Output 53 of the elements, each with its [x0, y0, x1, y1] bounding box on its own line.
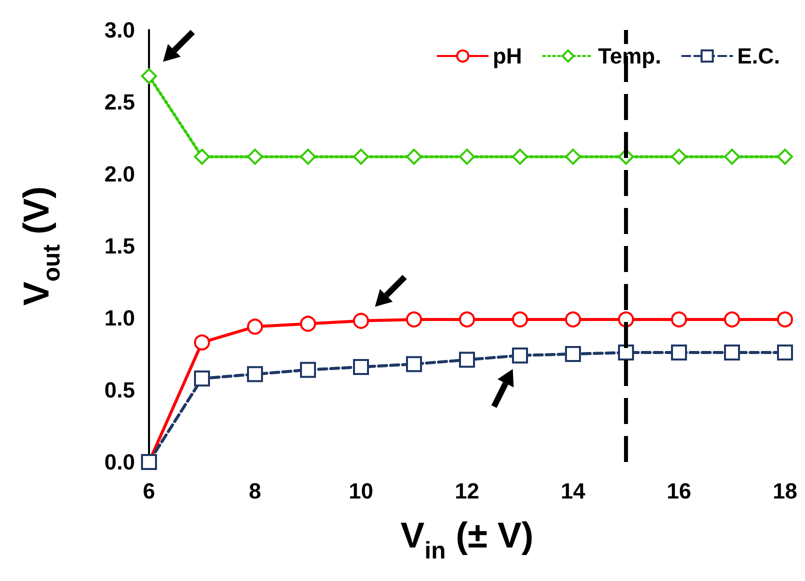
x-tick-label: 18 — [772, 478, 798, 504]
point — [406, 356, 422, 372]
point — [565, 311, 581, 328]
point — [459, 148, 475, 165]
x-tick-label: 12 — [454, 478, 480, 504]
point — [777, 344, 793, 361]
x-tick-label: 8 — [248, 478, 262, 504]
point — [724, 311, 740, 328]
y-axis-title: Vout (V) — [16, 186, 66, 306]
y-tick-label: 0.0 — [104, 450, 135, 474]
x-tick-label: 16 — [666, 478, 692, 504]
point — [618, 344, 634, 361]
y-tick-label: 1.0 — [104, 306, 135, 330]
point — [194, 148, 210, 165]
point — [194, 334, 210, 350]
point — [300, 316, 316, 332]
y-tick-label: 0.5 — [104, 378, 135, 402]
point — [777, 311, 793, 328]
point — [565, 346, 581, 362]
y-tick-label: 3.0 — [104, 18, 135, 42]
point — [353, 148, 369, 165]
y-tick-label: 1.5 — [104, 234, 135, 258]
point — [247, 366, 263, 382]
point — [247, 148, 263, 165]
point — [512, 347, 528, 364]
point — [406, 148, 422, 165]
point — [194, 370, 210, 386]
point — [141, 68, 157, 84]
point — [247, 318, 263, 335]
point — [300, 362, 316, 378]
x-tick-label: 10 — [348, 478, 374, 504]
x-tick-label: 6 — [142, 478, 156, 504]
legend-label: Temp. — [598, 44, 662, 68]
point — [406, 311, 422, 328]
point — [512, 148, 528, 165]
y-tick-label: 2.0 — [104, 162, 135, 186]
legend-label: E.C. — [737, 44, 780, 68]
legend-label: pH — [492, 44, 522, 68]
y-tick-label: 2.5 — [104, 90, 135, 114]
point — [671, 311, 687, 328]
point — [459, 352, 475, 368]
point — [724, 148, 740, 165]
point — [459, 311, 475, 328]
point — [671, 148, 687, 165]
x-tick-label: 14 — [560, 478, 586, 504]
point — [353, 312, 369, 329]
point — [353, 358, 369, 375]
point — [300, 148, 316, 165]
point — [512, 311, 528, 328]
point — [671, 344, 687, 361]
point — [724, 344, 740, 361]
point — [565, 148, 581, 165]
point — [777, 148, 793, 165]
